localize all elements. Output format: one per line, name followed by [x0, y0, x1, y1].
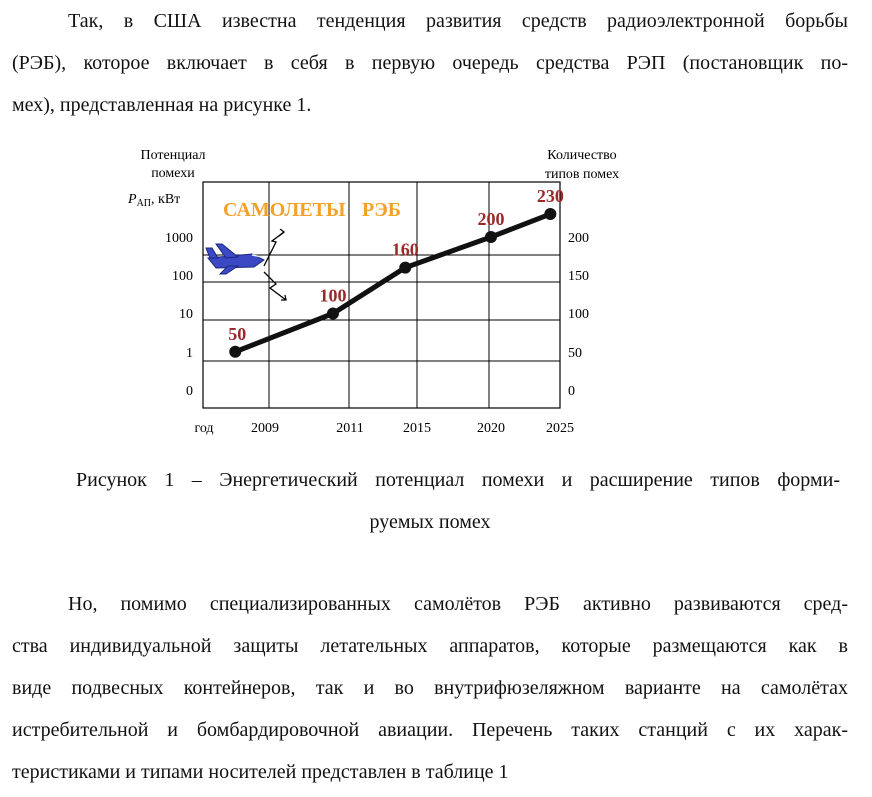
intro-paragraph: Так, в США известна тенденция развития с… — [12, 0, 848, 126]
unit-sub: АП — [137, 198, 151, 209]
right-tick-label: 200 — [568, 231, 589, 246]
caption-line-1: Рисунок 1 – Энергетический потенциал пом… — [76, 469, 840, 491]
right-tick-label: 0 — [568, 384, 575, 399]
x-tick-label: 2009 — [251, 421, 279, 436]
data-label: 160 — [392, 240, 419, 260]
right-tick-label: 100 — [568, 307, 589, 322]
plot-frame — [202, 181, 561, 409]
data-point — [229, 345, 242, 358]
banner-label-reb: РЭБ — [362, 199, 401, 221]
x-axis-title: год — [194, 421, 213, 436]
data-label: 230 — [537, 186, 564, 206]
data-point — [544, 208, 557, 221]
chart-series: 50 100 160 200 230 — [228, 186, 564, 358]
figure-chart: Потенциал помехи PАП, кВт Количество тип… — [127, 148, 619, 436]
banner-label-planes: САМОЛЕТЫ — [223, 199, 346, 221]
x-tick-label: 2025 — [546, 421, 574, 436]
body-line-2: ства индивидуальной защиты летательных а… — [12, 635, 848, 657]
chart-grid — [202, 181, 561, 409]
left-axis-title-line1: Потенциал — [140, 148, 205, 163]
jamming-signal-down-icon — [263, 271, 287, 301]
jamming-signal-up-icon — [263, 231, 285, 267]
unit-tail: , кВт — [151, 192, 180, 207]
x-tick-label: 2020 — [477, 421, 505, 436]
left-axis-title-line2: помехи — [151, 166, 195, 181]
right-axis-title-line1: Количество — [547, 148, 616, 163]
data-label: 50 — [228, 324, 246, 344]
body-line-4: истребительной и бомбардировочной авиаци… — [12, 719, 848, 741]
body-line-5: теристиками и типами носителей представл… — [12, 761, 509, 783]
right-tick-label: 150 — [568, 269, 589, 284]
airplane-icon — [205, 243, 265, 275]
series-line — [232, 211, 553, 355]
data-point — [485, 231, 497, 243]
data-label: 100 — [320, 286, 347, 306]
body-paragraph: Но, помимо специализированных самолётов … — [12, 583, 848, 793]
body-line-1: Но, помимо специализированных самолётов … — [68, 593, 848, 615]
data-point — [327, 307, 339, 320]
left-tick-label: 0 — [186, 384, 193, 399]
left-tick-label: 10 — [179, 307, 193, 322]
x-tick-label: 2011 — [336, 421, 363, 436]
intro-line-3: мех), представленная на рисунке 1. — [12, 94, 312, 116]
left-tick-label: 1000 — [165, 231, 193, 246]
intro-line-2: (РЭБ), которое включает в себя в первую … — [12, 52, 848, 74]
body-line-3: виде подвесных контейнеров, так и во вну… — [12, 677, 848, 699]
x-tick-label: 2015 — [403, 421, 431, 436]
right-tick-label: 50 — [568, 346, 582, 361]
data-point — [399, 261, 412, 274]
right-axis-title-line2: типов помех — [545, 167, 619, 182]
caption-line-2: руемых помех — [369, 511, 491, 533]
data-label: 200 — [478, 209, 505, 229]
left-tick-label: 100 — [172, 269, 193, 284]
left-axis-unit: PАП, кВт — [127, 192, 180, 209]
left-tick-label: 1 — [186, 346, 193, 361]
figure-caption: Рисунок 1 – Энергетический потенциал пом… — [12, 459, 848, 543]
unit-symbol: P — [127, 192, 137, 207]
intro-line-1: Так, в США известна тенденция развития с… — [68, 10, 848, 32]
